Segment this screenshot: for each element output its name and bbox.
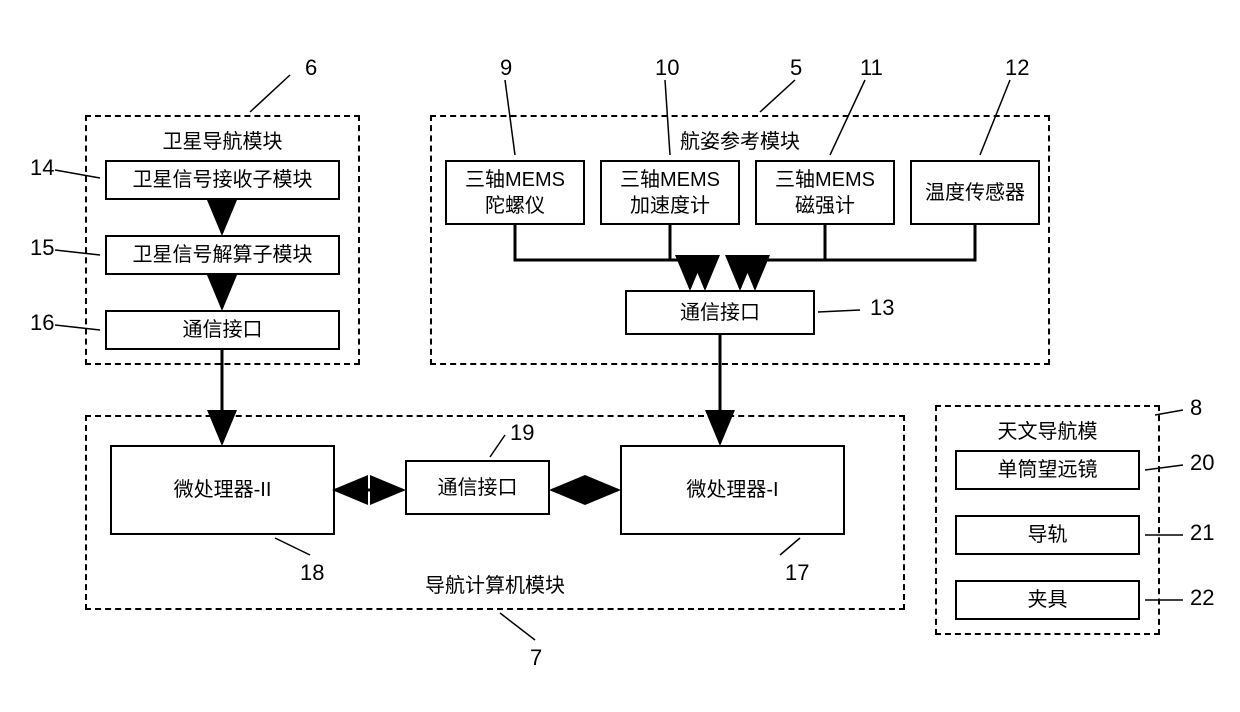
connector-layer bbox=[0, 0, 1240, 712]
